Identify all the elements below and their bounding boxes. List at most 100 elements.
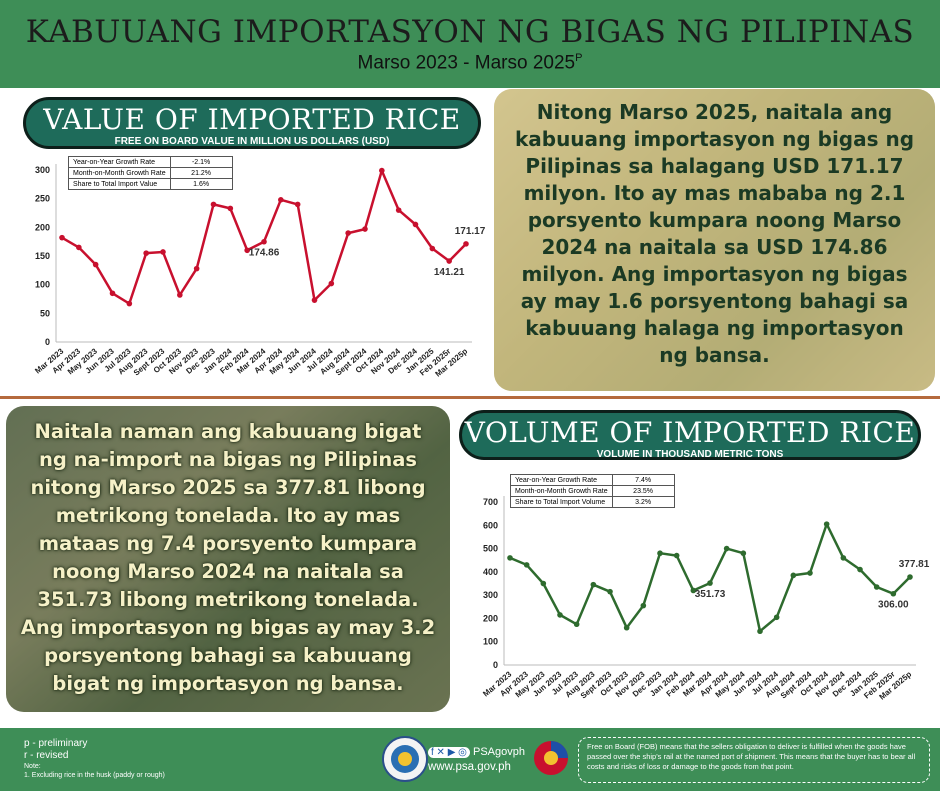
y-tick-label: 200 (483, 613, 498, 623)
y-tick-label: 500 (483, 544, 498, 554)
data-point (507, 555, 513, 561)
psa-seal-icon (382, 736, 428, 782)
data-point (446, 258, 452, 264)
data-point (540, 580, 547, 587)
data-point (362, 226, 368, 232)
stats-row: Month-on-Month Growth Rate 21.2% (68, 167, 233, 179)
series-line (509, 522, 911, 633)
y-tick-label: 300 (35, 165, 50, 175)
data-point (294, 201, 301, 208)
y-tick-label: 100 (483, 637, 498, 647)
data-point (673, 552, 680, 559)
data-point (244, 247, 250, 254)
social-handle: PSAgovph (472, 746, 525, 758)
data-point (907, 574, 913, 580)
data-point (429, 245, 436, 252)
bagong-pilipinas-logo-icon (534, 741, 568, 775)
data-point (607, 588, 613, 595)
data-label: 171.17 (455, 226, 486, 237)
footer: p - preliminary r - revised Note: 1. Exc… (0, 728, 940, 791)
data-point (640, 602, 647, 609)
header-banner: KABUUANG IMPORTASYON NG BIGAS NG PILIPIN… (0, 0, 940, 88)
data-point (740, 550, 747, 557)
value-description: Nitong Marso 2025, naitala ang kabuuang … (514, 100, 915, 367)
data-point (177, 292, 183, 298)
data-point (523, 562, 530, 568)
website-url: www.psa.gov.ph (428, 761, 511, 773)
data-point (328, 280, 335, 287)
data-point (723, 545, 730, 552)
data-point (126, 300, 133, 307)
data-label: 377.81 (899, 559, 930, 570)
data-point (823, 521, 830, 527)
data-point (773, 614, 780, 621)
volume-panel-title: VOLUME OF IMPORTED RICE VOLUME IN THOUSA… (459, 410, 921, 460)
data-point (59, 234, 65, 241)
data-point (657, 550, 663, 557)
data-point (227, 205, 234, 212)
series-line (61, 169, 467, 305)
y-tick-label: 700 (483, 497, 498, 507)
data-point (76, 244, 82, 251)
stats-row: Year-on-Year Growth Rate -2.1% (68, 156, 233, 168)
data-point (623, 624, 630, 631)
volume-description: Naitala naman ang kabuuang bigat ng na-i… (20, 420, 436, 695)
stats-row: Share to Total Import Value 1.6% (68, 178, 233, 190)
y-tick-label: 400 (483, 567, 498, 577)
data-point (261, 238, 267, 245)
data-point (160, 249, 166, 255)
data-point (573, 621, 580, 628)
volume-description-box: Naitala naman ang kabuuang bigat ng na-i… (6, 406, 450, 712)
data-point (395, 207, 402, 213)
section-divider (0, 396, 940, 399)
value-chart: 0 50 100 150 200 250 300 Mar 2023 Apr 2023 May 20… (10, 150, 486, 390)
volume-stats-table: Year-on-Year Growth Rate 7.4% Month-on-Mo… (510, 474, 675, 508)
data-label: 351.73 (695, 589, 726, 600)
stats-row: Month-on-Month Growth Rate 23.5% (510, 485, 675, 497)
data-point (412, 221, 419, 228)
value-panel-title: VALUE OF IMPORTED RICE FREE ON BOARD VAL… (23, 97, 481, 149)
data-point (757, 628, 763, 635)
y-tick-label: 600 (483, 520, 498, 530)
data-point (278, 197, 284, 203)
data-label: 141.21 (434, 267, 465, 278)
y-tick-label: 150 (35, 251, 50, 261)
page-subtitle: Marso 2023 - Marso 2025P (357, 52, 583, 74)
y-tick-label: 300 (483, 590, 498, 600)
data-point (707, 580, 713, 586)
stats-row: Share to Total Import Volume 3.2% (510, 496, 675, 508)
data-point (210, 201, 217, 208)
data-point (463, 241, 469, 247)
data-point (890, 590, 897, 597)
y-tick-label: 250 (35, 194, 50, 204)
data-point (873, 584, 880, 590)
data-point (840, 555, 847, 561)
data-label: 174.86 (249, 248, 280, 259)
data-point (857, 566, 863, 573)
data-point (557, 612, 563, 618)
data-point (345, 230, 351, 236)
data-point (193, 265, 200, 272)
data-point (92, 261, 99, 268)
data-point (379, 167, 385, 174)
data-point (690, 587, 697, 594)
data-point (143, 250, 149, 256)
y-tick-label: 0 (493, 660, 498, 670)
y-tick-label: 200 (35, 222, 50, 232)
y-tick-label: 50 (40, 308, 50, 318)
stats-row: Year-on-Year Growth Rate 7.4% (510, 474, 675, 486)
data-point (590, 581, 597, 588)
data-point (807, 570, 813, 576)
data-point (311, 297, 318, 303)
data-point (109, 290, 116, 297)
social-icons: f ✕ ▶ ◎ (428, 747, 470, 758)
page-title: KABUUANG IMPORTASYON NG BIGAS NG PILIPIN… (25, 14, 915, 50)
value-stats-table: Year-on-Year Growth Rate -2.1% Month-on-M… (68, 156, 233, 190)
y-tick-label: 100 (35, 280, 50, 290)
data-point (790, 572, 797, 579)
volume-chart: 0 100 200 300 400 500 600 700 Mar 2023 Apr 2023 Ma… (458, 462, 936, 724)
footer-notes: p - preliminary r - revised Note: 1. Exc… (24, 738, 165, 779)
data-label: 306.00 (878, 600, 909, 611)
